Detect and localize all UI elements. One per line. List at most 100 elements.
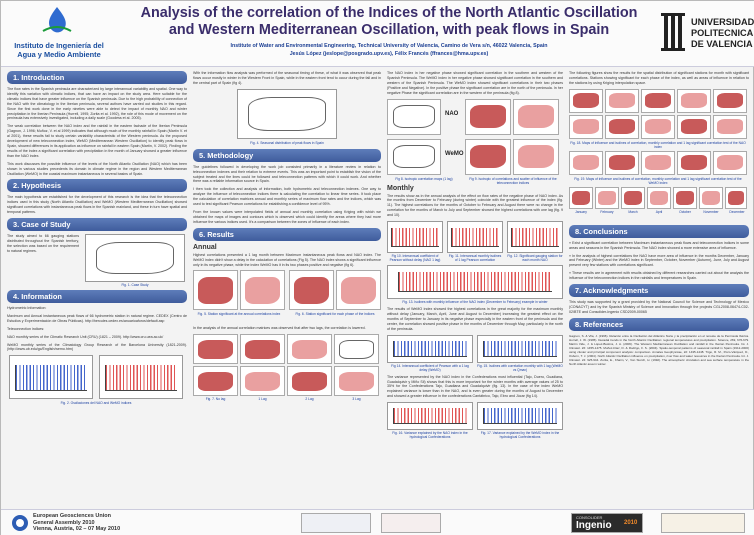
lag-maps-block: Fig. 7. No lag 1 Lag 2 Lag 3 Lag bbox=[193, 334, 381, 404]
introduction-paragraph-2: The weak correlation between the NAO ind… bbox=[7, 124, 187, 158]
index-charts: Fig. 2. Oscilaciones del NAO and WeMO in… bbox=[7, 355, 187, 409]
nao-scatter-map-neg bbox=[465, 98, 511, 135]
egu-line-3: Vienna, Austria, 02 – 07 May 2010 bbox=[33, 526, 121, 532]
correlation-map bbox=[645, 155, 671, 171]
correlation-map bbox=[518, 104, 554, 129]
month-map bbox=[673, 186, 697, 209]
info-hydrometric-label: Hydrometric Information: bbox=[7, 306, 47, 311]
correlation-map bbox=[728, 190, 744, 205]
wemo-label: WeMO bbox=[445, 150, 464, 157]
month-map bbox=[647, 186, 671, 209]
variance-charts-block: Fig. 16. Variance explained by the NAO i… bbox=[387, 402, 563, 442]
annual-maps-block: Fig. 5. Station significant at the annua… bbox=[193, 270, 381, 326]
variance-paragraph: The variance represented by the NAO inde… bbox=[387, 374, 563, 399]
wemo-month-map bbox=[605, 150, 639, 175]
correlation-map bbox=[598, 190, 616, 205]
nao-month-map bbox=[713, 114, 747, 139]
correlation-map bbox=[393, 144, 435, 169]
introduction-heading: 1. Introduction bbox=[7, 71, 187, 84]
case-study-map bbox=[85, 234, 185, 283]
methodology-paragraph-2: I then took the collection and analysis … bbox=[193, 187, 381, 207]
wemo-month-map bbox=[641, 150, 675, 175]
month-label-november: November bbox=[703, 209, 719, 214]
monthly-nao-chart-2 bbox=[447, 221, 503, 254]
annual-map-nao bbox=[193, 270, 238, 311]
monthly-caption-1: Fig 10. Interannual coefficient of Pears… bbox=[389, 254, 441, 263]
correlation-map bbox=[645, 93, 671, 109]
correlation-map bbox=[681, 93, 707, 109]
results-heading: 6. Results bbox=[193, 227, 381, 241]
correlation-map bbox=[573, 155, 599, 171]
conclusion-1: » Exist a significant correlation betwee… bbox=[569, 240, 749, 250]
correlation-map bbox=[245, 339, 280, 360]
fig9-caption: Fig 9. Isotropic of correlations and sca… bbox=[469, 176, 557, 185]
ingenio-year: 2010 bbox=[624, 520, 638, 526]
month-map bbox=[699, 186, 723, 209]
info-teleconnection-label: Teleconnection indices: bbox=[7, 326, 45, 331]
hypothesis-paragraph: The main hypothesis we established for t… bbox=[7, 195, 187, 215]
monthly-subheading: Monthly bbox=[387, 184, 414, 192]
column-2: With the information flow analysis was p… bbox=[193, 71, 381, 404]
upv-line-2: POLITECNICA bbox=[691, 28, 754, 38]
nao-month-map bbox=[605, 88, 639, 113]
lag-map-2-wemo bbox=[287, 366, 332, 397]
affiliation: Institute of Water and Environmental Eng… bbox=[230, 43, 548, 49]
methodology-paragraph-1: The guidelines followed in developing th… bbox=[193, 164, 381, 184]
nao-month-map bbox=[641, 88, 675, 113]
lag-caption-0: Fig. 7. No lag bbox=[205, 397, 226, 402]
correlation-map bbox=[294, 277, 329, 304]
wemo-monthly-chart-1 bbox=[387, 334, 473, 363]
poster-footer: European Geosciences Union General Assem… bbox=[1, 509, 754, 535]
iiama-logo-line1: Instituto de Ingeniería del bbox=[14, 41, 104, 50]
acknowledgments-heading: 7. Acknowledgments bbox=[569, 284, 749, 298]
correlation-map bbox=[609, 93, 635, 109]
month-label-january: January bbox=[575, 209, 587, 214]
correlation-map bbox=[645, 119, 671, 135]
correlation-map bbox=[470, 104, 506, 129]
variance-nao-chart bbox=[387, 402, 473, 431]
month-label-december: December bbox=[729, 209, 745, 214]
correlation-map bbox=[292, 371, 327, 392]
methodology-paragraph-3: From the known values were interpolated … bbox=[193, 209, 381, 224]
info-wemo-text: WeMO monthly series of the Climatology G… bbox=[7, 342, 187, 352]
correlation-map bbox=[624, 190, 642, 205]
month-label-april: April bbox=[655, 209, 663, 214]
correlation-map bbox=[470, 144, 506, 169]
column-3: The NAO index in her negative phase show… bbox=[387, 71, 563, 442]
info-hydrometric-text: Maximum and Annual instantaneous peak fl… bbox=[7, 313, 187, 323]
annual-lag-paragraph: In the analysis of the annual correlatio… bbox=[193, 326, 366, 331]
nao-scatter-map-pos bbox=[513, 98, 559, 135]
nao-month-map bbox=[569, 88, 603, 113]
far-caption-2: Fig. 19. Maps of influence and isolines … bbox=[574, 176, 742, 185]
ministry-logo bbox=[661, 513, 745, 533]
variance-caption-2: Fig. 17. Variance explained by the WeMO … bbox=[480, 431, 560, 440]
egu-logo-icon bbox=[12, 515, 28, 531]
monthly-paragraph: The results show as in the annual analys… bbox=[387, 193, 563, 218]
lag-map-0-nao bbox=[193, 334, 238, 365]
wemo-charts-block: Fig 14. Interannual coefficient of Pears… bbox=[387, 334, 563, 375]
annual-map-wemo bbox=[240, 270, 285, 311]
conclusion-2: » In the analysis of highest correlation… bbox=[569, 253, 749, 268]
lag-map-1-nao bbox=[240, 334, 285, 365]
month-map bbox=[621, 186, 645, 209]
correlation-map bbox=[339, 339, 374, 360]
info-nao-text: NAO monthly series of the Climatic Resea… bbox=[7, 334, 164, 339]
monthly-nao-chart-3 bbox=[507, 221, 563, 254]
month-map bbox=[569, 186, 593, 209]
lag-caption-3: 3 Lag bbox=[352, 397, 361, 402]
correlation-map bbox=[198, 339, 233, 360]
introduction-paragraph-3: This work discusses the possible influen… bbox=[7, 161, 187, 176]
correlation-map bbox=[717, 155, 743, 171]
lag-map-3-wemo bbox=[334, 366, 379, 397]
nao-index-chart bbox=[9, 355, 93, 400]
lag-map-0-wemo bbox=[193, 366, 238, 397]
monthly-charts-block: Fig 10. Interannual coefficient of Pears… bbox=[387, 221, 563, 307]
correlation-map bbox=[609, 155, 635, 171]
poster-title: Analysis of the correlation of the Indic… bbox=[119, 5, 659, 39]
spain-map-outline bbox=[247, 96, 327, 131]
acknowledgments-paragraph: This study was supported by a grant prov… bbox=[569, 300, 749, 314]
case-study-caption: Fig. 1. Case Study bbox=[121, 283, 149, 288]
correlation-map bbox=[717, 93, 743, 109]
variance-caption-1: Fig. 16. Variance explained by the NAO i… bbox=[392, 431, 468, 440]
references-list: Gagnon, S. & Vila, J. (1996). Relación e… bbox=[569, 333, 749, 366]
